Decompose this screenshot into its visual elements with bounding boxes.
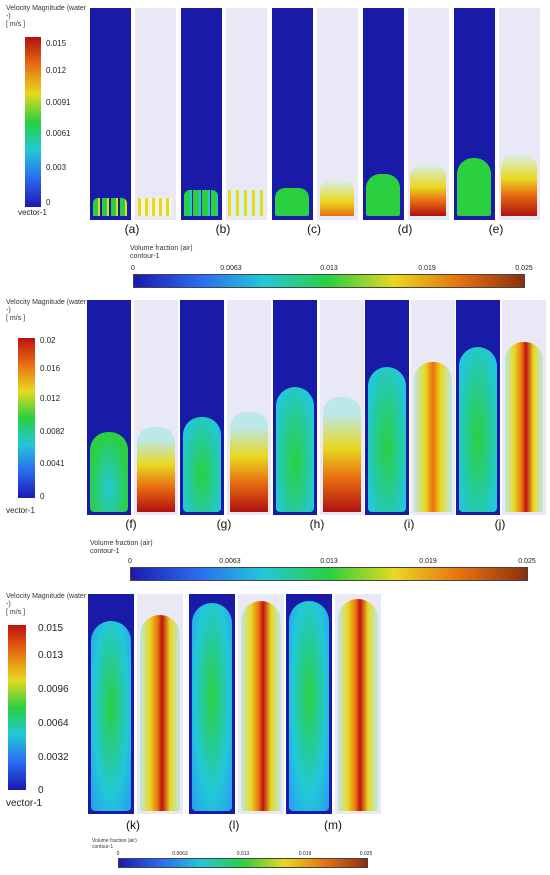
panel-a-velocity: [90, 8, 131, 220]
row3-colorbar-tick: 0: [116, 851, 120, 857]
row2-legend-tick: 0: [40, 492, 45, 501]
row3-legend-tick: 0.013: [38, 650, 64, 661]
row3-colorbar-tick: 0.013: [236, 851, 250, 857]
panel-d-velocity: [363, 8, 404, 220]
caption-b: (b): [215, 222, 231, 236]
caption-j: (j): [494, 517, 506, 531]
row2-colorbar-tick: 0.025: [518, 558, 536, 565]
caption-i: (i): [403, 517, 415, 531]
row3-legend-tick: 0.0096: [38, 684, 69, 695]
row2-legend-title: Velocity Magnitude (water -) [ m/s ]: [6, 299, 87, 322]
row1-colorbar: [133, 274, 525, 288]
panel-e-velocity: [454, 8, 495, 220]
panel-g-fraction: [227, 300, 271, 515]
row2-colorbar: [130, 567, 528, 581]
caption-k: (k): [126, 818, 140, 832]
row1-colorbar-tick: 0.0063: [220, 265, 242, 272]
panel-k-velocity: [88, 594, 134, 814]
row1-colorbar-tick: 0.019: [418, 265, 436, 272]
row3-colorbar: [118, 858, 368, 868]
panel-a-fraction: [135, 8, 176, 220]
panel-j-velocity: [456, 300, 500, 515]
row3-colorbar-tick: 0.0063: [172, 851, 188, 857]
row2-colorbar-tick: 0.013: [320, 558, 338, 565]
panel-f-fraction: [134, 300, 178, 515]
row1-legend-bar: [25, 37, 41, 207]
row3-legend-tick: 0: [38, 785, 44, 796]
row3-legend-tick: 0.015: [38, 623, 64, 634]
panel-m-velocity: [286, 594, 332, 814]
row2-colorbar-tick: 0: [128, 558, 132, 565]
panel-i-fraction: [411, 300, 455, 515]
row1-legend-title: Velocity Magnitude (water -) [ m/s ]: [6, 5, 87, 28]
row3-colorbar-tick: 0.019: [298, 851, 312, 857]
panel-m-fraction: [335, 594, 381, 814]
panel-k-fraction: [137, 594, 183, 814]
panel-h-fraction: [320, 300, 364, 515]
row2-legend-tick: 0.016: [40, 364, 61, 373]
caption-h: (h): [309, 517, 325, 531]
panel-d-fraction: [408, 8, 449, 220]
row3-legend-foot: vector-1: [6, 798, 43, 809]
row1-colorbar-title: Volume fraction (air) contour-1: [130, 245, 193, 260]
row1-colorbar-tick: 0.025: [515, 265, 533, 272]
row1-legend-tick: 0.012: [46, 66, 67, 75]
caption-e: (e): [488, 222, 504, 236]
panel-e-fraction: [499, 8, 540, 220]
caption-d: (d): [397, 222, 413, 236]
row1-legend-tick: 0.0091: [46, 98, 71, 107]
panel-l-fraction: [238, 594, 284, 814]
row3-colorbar-tick: 0.025: [359, 851, 373, 857]
caption-l: (l): [228, 818, 240, 832]
caption-f: (f): [125, 517, 137, 531]
panel-j-fraction: [502, 300, 546, 515]
caption-m: (m): [324, 818, 342, 832]
row3-legend-bar: [8, 625, 26, 790]
row1-legend-tick: 0.003: [46, 163, 67, 172]
panel-c-fraction: [317, 8, 358, 220]
row2-legend-tick: 0.02: [40, 336, 56, 345]
panel-i-velocity: [365, 300, 409, 515]
row3-colorbar-title: Volume fraction (air) contour-1: [92, 838, 137, 850]
row1-legend-tick: 0: [46, 198, 51, 207]
panel-b-fraction: [226, 8, 267, 220]
row3-legend-tick: 0.0064: [38, 718, 69, 729]
caption-c: (c): [307, 222, 321, 236]
row2-legend-tick: 0.012: [40, 394, 61, 403]
row3-legend-title: Velocity Magnitude (water -) [ m/s ]: [6, 593, 87, 616]
row2-legend-tick: 0.0082: [40, 427, 65, 436]
row2-colorbar-tick: 0.019: [419, 558, 437, 565]
row1-legend-tick: 0.015: [46, 39, 67, 48]
row2-colorbar-tick: 0.0063: [219, 558, 241, 565]
row3-legend-tick: 0.0032: [38, 752, 69, 763]
panel-h-velocity: [273, 300, 317, 515]
caption-a: (a): [124, 222, 140, 236]
row2-legend-bar: [18, 338, 35, 498]
row2-legend-tick: 0.0041: [40, 459, 65, 468]
panel-c-velocity: [272, 8, 313, 220]
panel-f-velocity: [87, 300, 131, 515]
panel-l-velocity: [189, 594, 235, 814]
panel-b-velocity: [181, 8, 222, 220]
panel-g-velocity: [180, 300, 224, 515]
row2-legend-foot: vector-1: [6, 506, 35, 515]
caption-g: (g): [216, 517, 232, 531]
row2-colorbar-title: Volume fraction (air) contour-1: [90, 540, 153, 555]
row1-colorbar-tick: 0.013: [320, 265, 338, 272]
row1-legend-tick: 0.0061: [46, 129, 71, 138]
row1-legend-foot: vector-1: [18, 208, 47, 217]
row1-colorbar-tick: 0: [131, 265, 135, 272]
